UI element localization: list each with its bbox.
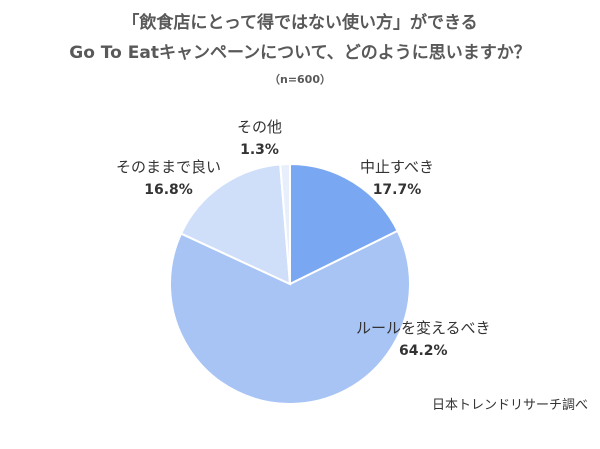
slice-name: ルールを変えるべき: [356, 319, 491, 337]
slice-name: 中止すべき: [360, 158, 434, 176]
chart-subtitle: （n=600）: [268, 73, 331, 86]
pie-slice-0: [289, 162, 399, 286]
slice-label-other: その他 1.3%: [237, 116, 282, 162]
source-credit: 日本トレンドリサーチ調べ: [431, 398, 588, 413]
slice-name: そのままで良い: [116, 158, 222, 176]
slice-label-stop: 中止すべき 17.7%: [360, 156, 434, 202]
chart-title-line2: Go To Eatキャンペーンについて、どのように思いますか？: [69, 43, 531, 63]
slice-percent: 16.8%: [144, 182, 193, 198]
slice-label-keep-as-is: そのままで良い 16.8%: [116, 156, 221, 202]
pie-slice-3: [279, 162, 291, 285]
chart-title-line1: 「飲食店にとって得ではない使い方」ができる: [122, 13, 478, 33]
slice-label-change-rules: ルールを変えるべき 64.2%: [356, 317, 491, 363]
slice-name: その他: [237, 118, 283, 136]
slice-percent: 1.3%: [240, 142, 279, 158]
pie-slice-1: [169, 229, 411, 405]
pie-slice-2: [179, 163, 292, 286]
slice-percent: 64.2%: [398, 343, 448, 359]
slice-percent: 17.7%: [372, 182, 422, 198]
